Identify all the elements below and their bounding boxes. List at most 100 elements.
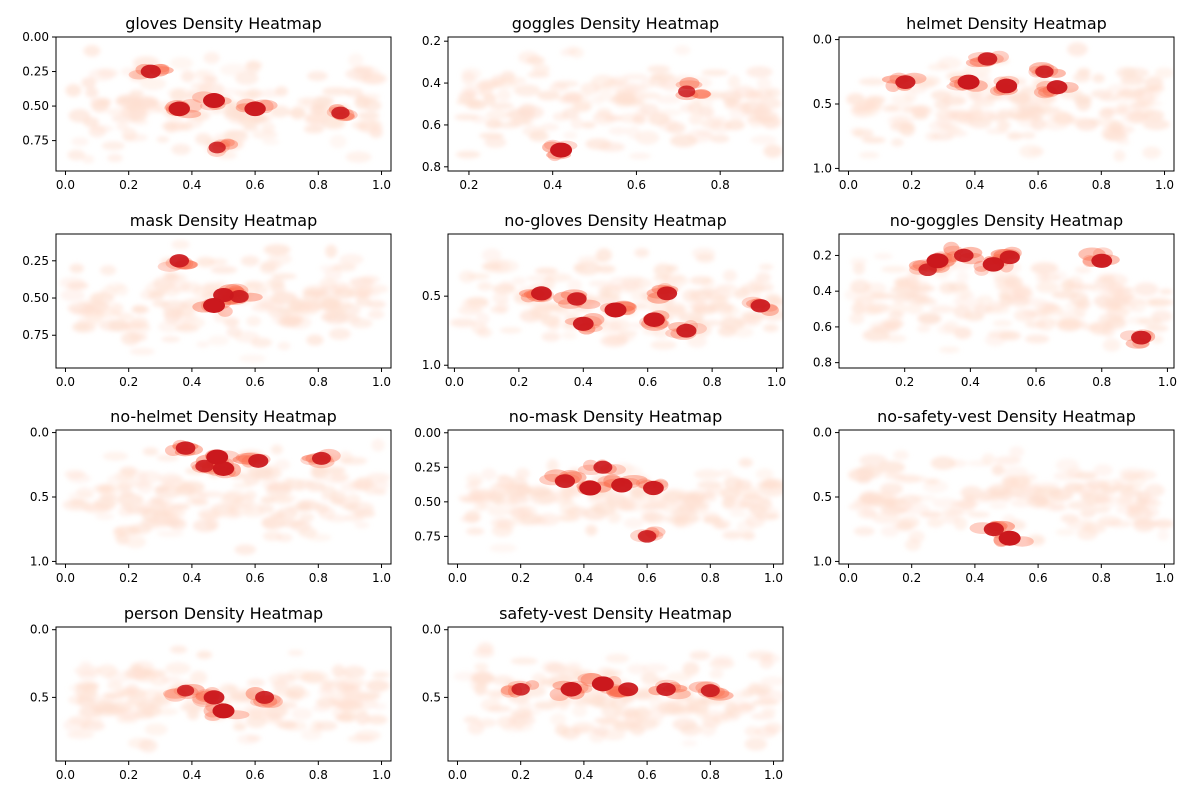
density-blob [541,314,562,326]
density-blob [252,130,278,140]
density-blob [171,239,190,250]
x-tick-label: 1.0 [1155,178,1174,192]
density-blob [262,138,280,146]
density-blob [116,717,139,724]
density-blob [324,311,348,325]
density-blob [371,438,385,452]
density-blob [134,669,157,683]
density-blob [1147,298,1174,306]
panel-5: 0.0 0.2 0.4 0.6 0.8 1.0 0.5 1.0 no-gloves Densit… [422,211,786,389]
density-blob [968,117,992,129]
density-blob [142,447,159,456]
density-blob [333,288,355,300]
density-blob [491,675,514,686]
density-blob [354,95,370,110]
density-background [457,457,783,553]
density-blob [931,132,954,141]
density-blob [1133,98,1154,112]
x-tick-label: 0.0 [839,571,858,585]
density-blob [473,647,495,659]
density-blob [88,68,115,82]
y-tick-label: 1.0 [30,554,49,568]
density-blob [855,465,883,480]
panel-title: no-safety-vest Density Heatmap [877,407,1136,426]
y-tick-label: 0.75 [22,134,49,148]
density-blob [298,527,318,538]
y-tick-label: 0.5 [30,490,49,504]
density-blob [890,286,904,293]
density-blob [639,103,659,116]
density-blob [760,676,783,687]
density-blob [759,97,782,110]
density-blob [628,152,652,160]
density-blob [102,451,129,461]
density-blob [1153,519,1174,529]
density-blob [569,483,583,497]
hotspot [957,74,980,90]
density-blob [612,462,634,476]
hotspot [203,690,225,705]
x-tick-label: 0.2 [511,571,530,585]
density-blob [859,306,882,316]
density-blob [337,499,350,508]
density-blob [213,309,227,323]
density-blob [475,312,490,326]
density-blob [169,56,194,70]
hotspot [656,286,678,301]
density-blob [339,254,364,266]
density-blob [1154,67,1174,79]
density-blob [155,689,178,702]
panel-title: gloves Density Heatmap [125,14,322,33]
density-blob [533,301,559,314]
density-blob [605,653,630,664]
density-blob [722,496,736,508]
panel-title: no-helmet Density Heatmap [110,407,337,426]
density-blob [908,494,937,502]
density-background [59,239,389,363]
density-blob [968,511,990,518]
density-blob [881,266,908,273]
density-blob [161,300,188,312]
density-blob [555,497,574,505]
density-blob [237,734,259,745]
density-background [62,438,391,555]
density-blob [261,516,286,530]
hotspot [604,302,627,318]
density-blob [353,698,378,710]
density-background [844,253,1174,354]
density-blob [1122,113,1149,124]
density-blob [627,126,641,139]
density-blob [606,510,620,524]
hotspot [169,254,190,268]
density-blob [460,515,481,523]
hotspot [593,460,613,474]
x-tick-label: 1.0 [1158,375,1177,389]
density-blob [1060,513,1079,523]
density-blob [607,503,631,510]
density-blob [885,497,899,504]
y-tick-label: 0.5 [422,289,441,303]
density-blob [733,288,750,299]
density-blob [709,295,729,308]
density-blob [178,480,205,494]
density-blob [1143,109,1165,122]
density-blob [286,478,304,485]
density-blob [342,665,366,679]
density-blob [99,265,117,276]
density-blob [246,678,266,687]
density-blob [647,65,671,74]
density-blob [234,71,259,85]
density-blob [485,110,510,121]
density-blob [1058,317,1082,328]
x-tick-label: 0.8 [309,768,328,782]
density-blob [854,100,878,112]
y-tick-label: 0.5 [30,690,49,704]
density-blob [259,262,277,274]
density-blob [573,263,587,272]
density-blob [922,479,949,493]
density-blob [454,113,479,121]
density-field [457,457,783,553]
density-blob [682,289,700,303]
density-blob [203,75,218,83]
density-blob [353,72,382,84]
